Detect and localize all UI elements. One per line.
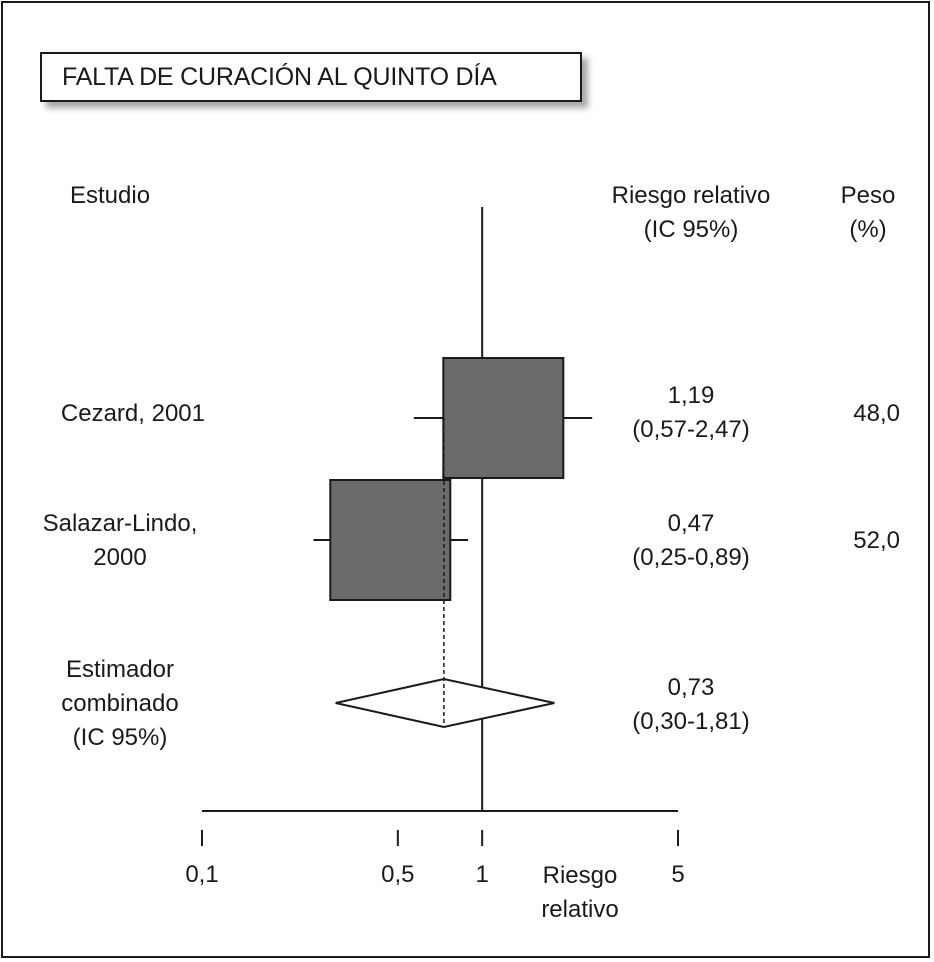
- ci-value-salazar: (0,25-0,89): [632, 544, 750, 571]
- ci-value-cezard: (0,57-2,47): [632, 416, 750, 443]
- chart-title: FALTA DE CURACIÓN AL QUINTO DÍA: [40, 52, 582, 102]
- study-label-cezard: Cezard, 2001: [60, 400, 205, 427]
- x-tick-label-0: 0,1: [185, 861, 218, 888]
- rr-column-header-line1: Riesgo relativo: [611, 182, 771, 209]
- pooled-label-line2: combinado: [61, 690, 179, 717]
- study-label-salazar-line1: Salazar-Lindo,: [42, 510, 198, 537]
- x-axis-label-line2: relativo: [541, 896, 619, 923]
- pooled-label-line3: (IC 95%): [72, 724, 168, 751]
- rr-value-pooled: 0,73: [667, 674, 715, 701]
- weight-column-header-line1: Peso: [840, 182, 896, 209]
- rr-column-header-line2: (IC 95%): [643, 216, 739, 243]
- weight-square-study-1: [329, 479, 452, 601]
- rr-value-salazar: 0,47: [667, 510, 715, 537]
- weight-value-salazar: 52,0: [853, 527, 900, 554]
- x-axis-label-line1: Riesgo: [542, 862, 618, 889]
- weight-value-cezard: 48,0: [853, 400, 900, 427]
- ci-value-pooled: (0,30-1,81): [632, 708, 750, 735]
- x-tick-label-2: 1: [475, 861, 488, 888]
- x-tick-label-1: 0,5: [381, 861, 414, 888]
- x-tick-label-3: 5: [671, 861, 684, 888]
- pooled-diamond: [335, 677, 555, 729]
- pooled-label-line1: Estimador: [65, 656, 175, 683]
- weight-square-study-0: [442, 357, 565, 479]
- rr-value-cezard: 1,19: [667, 382, 715, 409]
- study-label-salazar-line2: 2000: [93, 544, 147, 571]
- study-column-header: Estudio: [70, 182, 151, 209]
- weight-column-header-line2: (%): [849, 216, 887, 243]
